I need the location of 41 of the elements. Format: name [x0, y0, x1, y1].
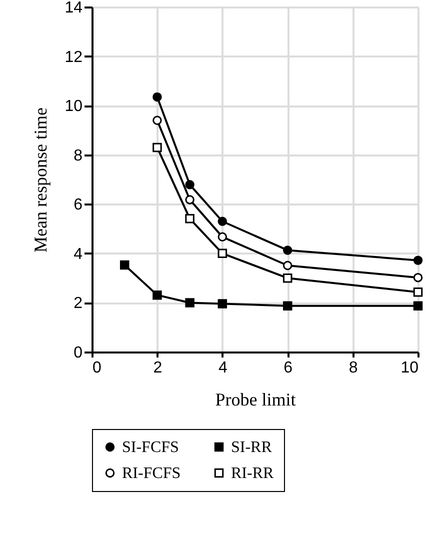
legend-label: SI-RR [231, 439, 272, 456]
legend-label: SI-FCFS [122, 439, 179, 456]
point [218, 299, 228, 308]
point [218, 248, 228, 258]
y-tick-label: 14 [64, 0, 83, 16]
x-tick-label: 8 [348, 360, 358, 376]
point [413, 287, 423, 297]
point [185, 195, 194, 204]
x-axis-title: Probe limit [215, 390, 296, 410]
y-tick-label: 6 [74, 196, 83, 214]
point [413, 256, 423, 265]
point [120, 260, 130, 270]
point [413, 301, 423, 311]
point [282, 273, 292, 283]
point [152, 142, 162, 152]
y-tick-label: 8 [74, 147, 83, 164]
y-tick-label: 4 [74, 246, 83, 263]
point [185, 214, 194, 224]
point [152, 116, 162, 125]
y-tick-label: 12 [64, 48, 83, 66]
point [218, 232, 228, 242]
legend-label: RI-FCFS [122, 465, 181, 482]
y-tick-label: 2 [74, 295, 83, 312]
point [185, 180, 194, 190]
x-tick-label: 2 [153, 360, 162, 376]
x-tick-label: 6 [284, 360, 293, 376]
point [282, 246, 292, 255]
y-tick-label: 0 [74, 344, 83, 362]
y-tick-label: 10 [64, 98, 83, 116]
x-tick-label: 10 [400, 360, 419, 376]
point [218, 216, 228, 226]
point [185, 298, 194, 308]
x-tick-label: 4 [218, 360, 228, 376]
point [282, 301, 292, 311]
point [413, 272, 423, 282]
point [152, 92, 162, 102]
point [152, 290, 162, 300]
point [282, 260, 292, 270]
y-axis-title: Mean response time [30, 108, 51, 252]
x-tick-label: 0 [92, 360, 102, 376]
legend-label: RI-RR [231, 465, 274, 482]
